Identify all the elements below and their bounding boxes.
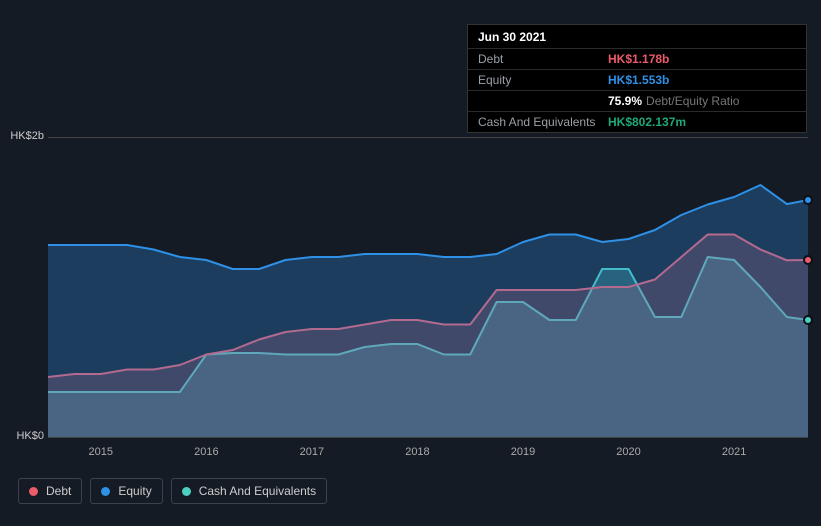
tooltip-row: EquityHK$1.553b <box>468 69 806 90</box>
tooltip-row-value: HK$802.137m <box>608 115 686 129</box>
legend: Debt Equity Cash And Equivalents <box>18 478 327 504</box>
series-end-marker <box>803 255 813 265</box>
tooltip-row-label: Debt <box>478 52 608 66</box>
legend-item[interactable]: Equity <box>90 478 162 504</box>
chart-plot[interactable] <box>48 137 808 437</box>
x-axis-tick-label: 2015 <box>89 446 113 458</box>
x-axis-tick-label: 2021 <box>722 446 746 458</box>
x-axis-tick-label: 2017 <box>300 446 324 458</box>
legend-item[interactable]: Debt <box>18 478 82 504</box>
tooltip-row-value: 75.9% <box>608 94 642 108</box>
series-end-marker <box>803 315 813 325</box>
tooltip-row-label <box>478 94 608 108</box>
x-axis-tick-label: 2020 <box>616 446 640 458</box>
legend-dot-icon <box>182 487 191 496</box>
y-axis-tick-label: HK$2b <box>0 130 44 142</box>
y-axis-tick-label: HK$0 <box>0 430 44 442</box>
tooltip-row: Cash And EquivalentsHK$802.137m <box>468 111 806 132</box>
x-axis-tick-label: 2018 <box>405 446 429 458</box>
tooltip-row: DebtHK$1.178b <box>468 48 806 69</box>
chart-container: { "chart": { "type": "area", "background… <box>0 0 821 526</box>
tooltip-row: 75.9% Debt/Equity Ratio <box>468 90 806 111</box>
tooltip-row-note: Debt/Equity Ratio <box>646 94 739 108</box>
tooltip-row-label: Cash And Equivalents <box>478 115 608 129</box>
tooltip-row-value: HK$1.553b <box>608 73 669 87</box>
gridline-bottom <box>48 437 808 438</box>
x-axis-tick-label: 2016 <box>194 446 218 458</box>
legend-label: Equity <box>118 484 151 498</box>
tooltip-row-label: Equity <box>478 73 608 87</box>
legend-item[interactable]: Cash And Equivalents <box>171 478 327 504</box>
legend-label: Cash And Equivalents <box>199 484 316 498</box>
chart-tooltip: Jun 30 2021 DebtHK$1.178bEquityHK$1.553b… <box>467 24 807 133</box>
x-axis-tick-label: 2019 <box>511 446 535 458</box>
tooltip-date: Jun 30 2021 <box>468 25 806 48</box>
tooltip-row-value: HK$1.178b <box>608 52 669 66</box>
legend-dot-icon <box>29 487 38 496</box>
series-area <box>48 185 808 437</box>
legend-dot-icon <box>101 487 110 496</box>
legend-label: Debt <box>46 484 71 498</box>
series-end-marker <box>803 195 813 205</box>
